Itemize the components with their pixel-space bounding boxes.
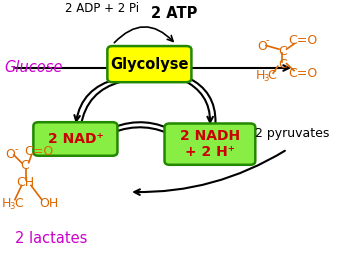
FancyBboxPatch shape	[33, 122, 117, 156]
Text: 2 NADH
+ 2 H⁺: 2 NADH + 2 H⁺	[180, 129, 240, 159]
Text: C: C	[278, 58, 287, 71]
Text: H: H	[2, 197, 11, 210]
Text: 2 ADP + 2 Pi: 2 ADP + 2 Pi	[65, 2, 139, 15]
Text: H: H	[256, 69, 265, 82]
Text: C: C	[268, 69, 276, 82]
Text: 2 NAD⁺: 2 NAD⁺	[48, 132, 103, 146]
Text: C=O: C=O	[288, 34, 317, 48]
Text: -: -	[14, 144, 18, 154]
Text: O: O	[5, 148, 15, 161]
Text: C: C	[15, 197, 23, 210]
Text: 3: 3	[264, 74, 269, 83]
FancyBboxPatch shape	[107, 46, 191, 82]
Text: 2 ATP: 2 ATP	[151, 6, 198, 21]
Text: Glycolyse: Glycolyse	[110, 57, 189, 72]
Text: 3: 3	[10, 201, 15, 211]
Text: O: O	[257, 40, 267, 52]
Text: C: C	[278, 45, 287, 58]
Text: C=O: C=O	[24, 145, 53, 158]
Text: C=O: C=O	[288, 67, 317, 80]
FancyBboxPatch shape	[165, 123, 255, 165]
Text: 2 pyruvates: 2 pyruvates	[255, 127, 329, 140]
Text: CH: CH	[16, 176, 34, 189]
Text: C: C	[21, 159, 29, 172]
Text: OH: OH	[39, 197, 58, 210]
Text: Glucose: Glucose	[5, 61, 63, 75]
Text: 2 lactates: 2 lactates	[15, 231, 87, 246]
Text: -: -	[266, 35, 270, 45]
